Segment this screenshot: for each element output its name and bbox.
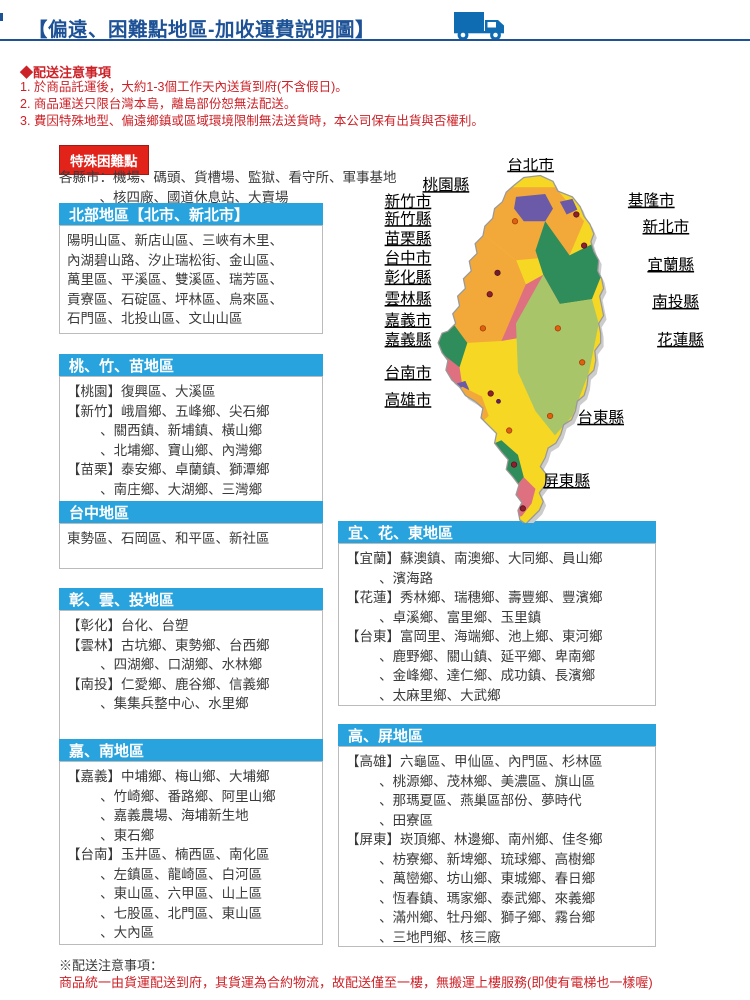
svg-text:花蓮縣: 花蓮縣: [657, 331, 704, 349]
svg-text:台東縣: 台東縣: [577, 409, 624, 427]
svg-text:南投縣: 南投縣: [652, 293, 699, 311]
svg-text:新北市: 新北市: [643, 218, 690, 236]
svg-text:苗栗縣: 苗栗縣: [385, 230, 432, 248]
svg-text:嘉義市: 嘉義市: [385, 311, 432, 329]
svg-text:雲林縣: 雲林縣: [385, 290, 432, 308]
svg-text:新竹縣: 新竹縣: [385, 210, 432, 228]
svg-text:台南市: 台南市: [385, 364, 432, 382]
svg-text:台中市: 台中市: [385, 249, 432, 267]
svg-text:新竹市: 新竹市: [385, 193, 432, 211]
svg-text:桃園縣: 桃園縣: [423, 176, 470, 194]
svg-text:屏東縣: 屏東縣: [543, 472, 590, 490]
svg-text:彰化縣: 彰化縣: [385, 268, 432, 287]
svg-text:嘉義縣: 嘉義縣: [385, 331, 432, 349]
svg-text:宜蘭縣: 宜蘭縣: [647, 256, 694, 274]
svg-text:高雄市: 高雄市: [385, 391, 432, 409]
svg-text:基隆市: 基隆市: [628, 192, 675, 210]
svg-text:台北市: 台北市: [507, 158, 554, 174]
